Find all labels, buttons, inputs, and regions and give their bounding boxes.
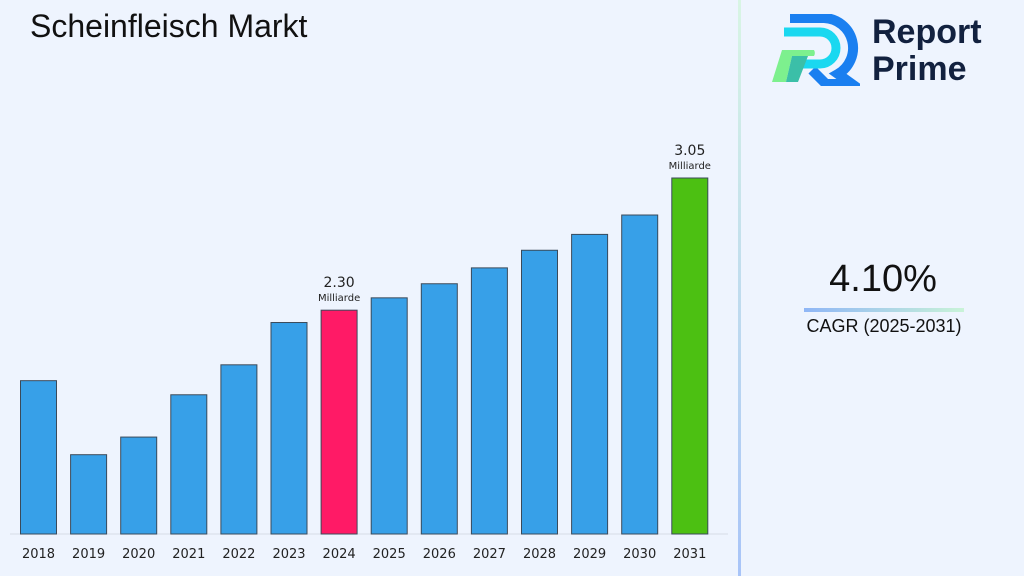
brand-line-1: Report bbox=[872, 13, 982, 51]
divider bbox=[738, 0, 741, 576]
bar-2029 bbox=[571, 233, 609, 535]
data-label-value: 2.30 bbox=[324, 275, 355, 291]
bar-2022 bbox=[220, 364, 258, 535]
cagr-underline bbox=[804, 308, 964, 312]
brand-name: Report Prime bbox=[872, 14, 982, 88]
brand-line-2: Prime bbox=[872, 50, 967, 88]
data-label-unit: Milliarde bbox=[318, 293, 360, 304]
bar-2018 bbox=[20, 380, 57, 535]
bar-2023 bbox=[270, 322, 308, 535]
bar-chart: 2018 2019 2020 2021 2022 2023 2024 2.30 Milliard… bbox=[10, 143, 728, 562]
x-tick-label: 2023 bbox=[272, 547, 305, 562]
x-tick-label: 2025 bbox=[373, 547, 406, 562]
bar-2021 bbox=[170, 394, 208, 535]
x-tick-label: 2030 bbox=[623, 547, 656, 562]
cagr-value: 4.10% bbox=[829, 258, 937, 300]
chart-title: Scheinfleisch Markt bbox=[30, 8, 308, 44]
x-tick-label: 2024 bbox=[323, 547, 356, 562]
x-tick-label: 2020 bbox=[122, 547, 155, 562]
x-tick-label: 2018 bbox=[22, 547, 55, 562]
bar-2024 bbox=[320, 309, 358, 535]
data-label-unit: Milliarde bbox=[669, 161, 711, 172]
x-tick-label: 2021 bbox=[172, 547, 205, 562]
bar-2027 bbox=[470, 267, 508, 535]
bar-2030 bbox=[621, 214, 659, 535]
x-tick-label: 2028 bbox=[523, 547, 556, 562]
bar-2025 bbox=[370, 297, 408, 535]
x-tick-label: 2019 bbox=[72, 547, 105, 562]
x-tick-label: 2026 bbox=[423, 547, 456, 562]
x-tick-label: 2029 bbox=[573, 547, 606, 562]
bar-2019 bbox=[70, 454, 108, 535]
bar-2031 bbox=[671, 177, 709, 535]
x-tick-label: 2022 bbox=[222, 547, 255, 562]
x-tick-label: 2027 bbox=[473, 547, 506, 562]
bar-2020 bbox=[120, 436, 158, 535]
x-tick-label: 2031 bbox=[673, 547, 706, 562]
bar-2028 bbox=[521, 249, 558, 535]
data-label-value: 3.05 bbox=[674, 143, 705, 159]
cagr-label: CAGR (2025-2031) bbox=[806, 316, 962, 336]
report-prime-logo-icon bbox=[772, 14, 860, 86]
bar-2026 bbox=[420, 283, 458, 535]
